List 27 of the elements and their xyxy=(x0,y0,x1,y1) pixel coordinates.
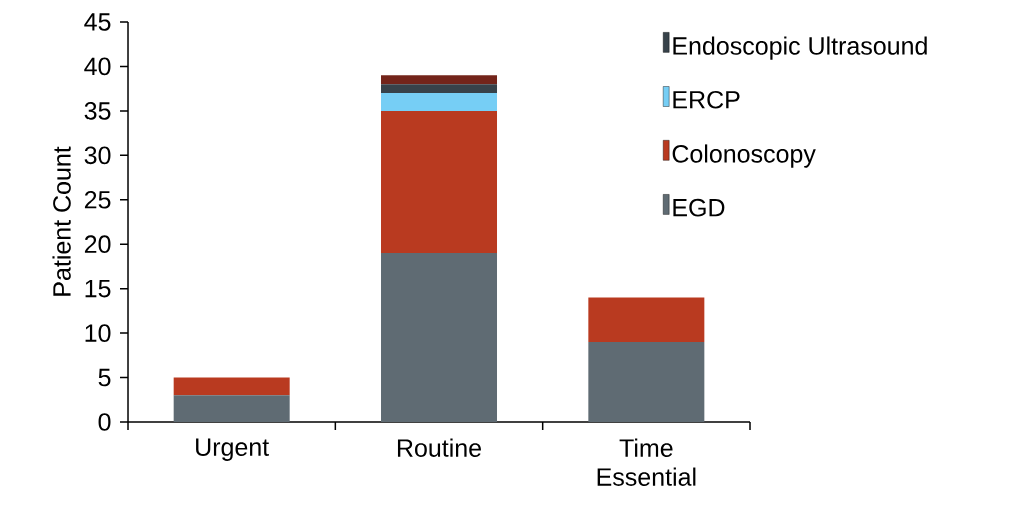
bar xyxy=(381,253,498,422)
bar xyxy=(588,341,705,422)
bar xyxy=(381,93,498,111)
bar xyxy=(381,110,498,254)
y-tick-label: 25 xyxy=(84,190,111,209)
bar xyxy=(381,75,498,85)
y-tick-label: 45 xyxy=(84,13,111,31)
y-tick-label: 40 xyxy=(84,57,111,76)
y-tick-label: 20 xyxy=(84,235,111,254)
legend-label: ERCP xyxy=(673,90,740,109)
bar xyxy=(381,84,498,94)
y-tick-label: 30 xyxy=(84,146,111,165)
y-tick-label: 35 xyxy=(84,102,111,120)
legend-label: EGD xyxy=(673,198,725,217)
x-tick-label: Urgent xyxy=(196,438,269,461)
y-tick-label: 0 xyxy=(98,413,111,431)
y-tick-label: 5 xyxy=(98,368,111,387)
y-axis-title: Patient Count xyxy=(52,146,71,296)
bar xyxy=(588,297,705,342)
bar xyxy=(173,395,290,422)
y-tick-label: 15 xyxy=(85,279,111,298)
x-tick-label: Routine xyxy=(397,438,481,457)
y-tick-label: 10 xyxy=(85,324,111,342)
legend-label: Colonoscopy xyxy=(672,144,816,168)
legend-label: Endoscopic Ultrasound xyxy=(673,36,927,60)
bar xyxy=(173,377,290,396)
x-tick-label: Time Essential xyxy=(597,438,696,486)
